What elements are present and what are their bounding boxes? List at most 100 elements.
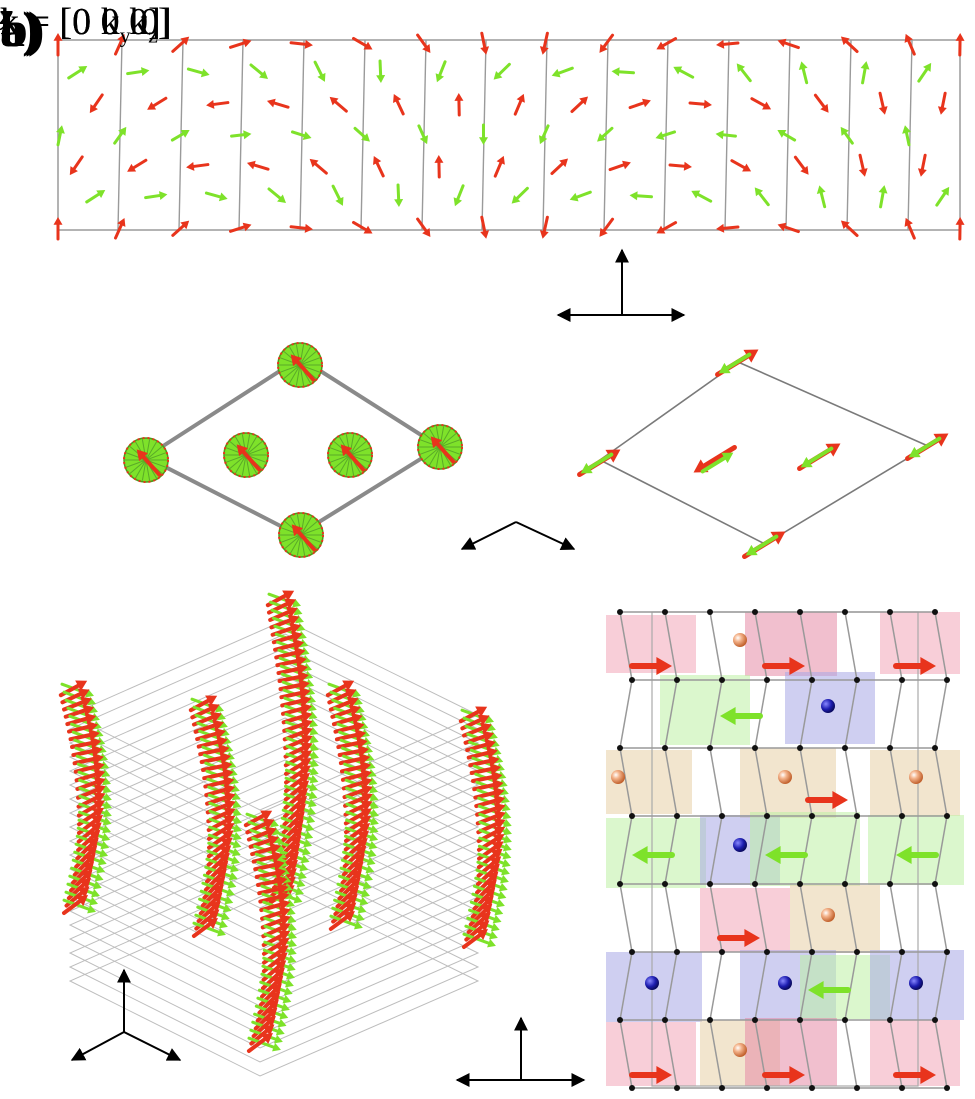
column-spin-red-head bbox=[205, 695, 218, 707]
spin-red-top bbox=[480, 31, 490, 55]
panel-a-cell-frame bbox=[57, 39, 961, 231]
column-spin-red-head bbox=[278, 914, 291, 926]
collinear-spin-green-shaft bbox=[804, 446, 834, 467]
spin-green-lower bbox=[331, 184, 344, 206]
spin-green-upper bbox=[798, 61, 809, 85]
spin-green-mid-head bbox=[56, 125, 65, 134]
spiral-spoke bbox=[439, 426, 445, 448]
orange-atom bbox=[733, 1043, 747, 1057]
oxygen-atom bbox=[629, 949, 635, 955]
axis-b-y: y bbox=[0, 0, 13, 31]
spiral-spoke bbox=[333, 454, 351, 469]
column-spin-green-head bbox=[102, 816, 112, 826]
column-spin-green-head bbox=[301, 846, 311, 856]
spin-green-upper bbox=[313, 60, 326, 82]
column-spin-green-head bbox=[286, 898, 295, 908]
spin-green-upper bbox=[493, 62, 511, 80]
bond bbox=[709, 679, 723, 749]
column-spin-red-head bbox=[360, 800, 373, 812]
spin-red-upper bbox=[206, 99, 230, 109]
spin-green-mid-head bbox=[715, 130, 724, 140]
column-spin-green-head bbox=[87, 904, 96, 914]
bond bbox=[619, 815, 633, 885]
oxygen-atom bbox=[752, 1017, 758, 1023]
spin-red-upper-head bbox=[703, 99, 712, 109]
spiral-spoke bbox=[245, 436, 257, 456]
bond bbox=[889, 951, 903, 1021]
spin-green-mid bbox=[777, 129, 797, 142]
spiral-disc-arrow-head bbox=[290, 354, 303, 367]
spin-red-upper bbox=[688, 99, 712, 109]
bond bbox=[889, 883, 903, 953]
bond bbox=[664, 815, 678, 885]
magnetic-moment-green bbox=[896, 846, 939, 864]
spin-red-upper bbox=[266, 98, 290, 109]
bond bbox=[619, 679, 633, 749]
column-spin-green-head bbox=[309, 726, 319, 736]
spin-red-lower bbox=[917, 153, 927, 177]
oxygen-atom bbox=[629, 813, 635, 819]
column-spin-green-head bbox=[299, 862, 309, 872]
column-spin-green-head bbox=[101, 832, 111, 842]
spin-green-mid bbox=[230, 130, 252, 140]
magnetic-moment-red bbox=[629, 1066, 672, 1084]
orange-atom bbox=[778, 770, 792, 784]
column-spin-green-head bbox=[275, 1026, 285, 1036]
collinear-spin-green-shaft bbox=[912, 436, 942, 457]
spin-red-lower-head bbox=[559, 158, 569, 168]
spin-green-lower-head bbox=[453, 197, 462, 207]
spiral-spoke bbox=[300, 527, 321, 536]
oxygen-atom bbox=[944, 1085, 950, 1091]
column-spin-green-head bbox=[300, 646, 310, 656]
bond bbox=[889, 815, 903, 885]
oxygen-atom bbox=[899, 949, 905, 955]
spin-green-lower bbox=[754, 187, 770, 207]
column-spin-green-head bbox=[304, 830, 314, 840]
column-spin-red-head bbox=[274, 960, 287, 972]
bond bbox=[934, 747, 948, 817]
column-spin-red-head bbox=[93, 784, 106, 796]
collinear-spin-green bbox=[745, 534, 779, 556]
spin-green-upper-head bbox=[860, 61, 870, 70]
magnetic-moment-red bbox=[893, 1066, 936, 1084]
spin-red-bottom-head bbox=[363, 225, 373, 234]
column-spin-green-head bbox=[307, 702, 317, 712]
column-spin-green-head bbox=[502, 818, 512, 828]
column-spin-green-head bbox=[501, 794, 510, 804]
spin-red-bottom bbox=[416, 217, 431, 237]
column-spin-green-head bbox=[367, 848, 377, 858]
oxygen-atom bbox=[854, 677, 860, 683]
spin-green-lower-head bbox=[569, 192, 579, 202]
spin-red-bottom-head bbox=[422, 227, 431, 237]
column-spin-red-head bbox=[344, 902, 357, 914]
bond bbox=[799, 679, 813, 749]
column-spin-green-head bbox=[103, 800, 112, 810]
spin-red-lower-head bbox=[127, 163, 137, 172]
column-spin-green-head bbox=[490, 922, 500, 932]
column-spin-red-head bbox=[262, 818, 275, 830]
column-spin-green-head bbox=[220, 911, 230, 921]
spin-green-mid-head bbox=[479, 137, 489, 145]
bond bbox=[799, 747, 813, 817]
column-spin-red-head bbox=[80, 696, 92, 708]
spiral-disc bbox=[277, 342, 323, 388]
3d-y-axis bbox=[123, 1031, 182, 1061]
column-spin-red-head bbox=[476, 929, 488, 941]
spin-red-top bbox=[955, 33, 965, 57]
column-spin-red-head bbox=[298, 773, 311, 785]
column-spin-red-head bbox=[300, 734, 313, 746]
column-spin-red-head bbox=[358, 823, 371, 835]
oxygen-atom bbox=[854, 1085, 860, 1091]
spin-red-upper-head bbox=[329, 96, 339, 106]
column-spin-red-head bbox=[475, 706, 488, 718]
column-spin-green-head bbox=[310, 742, 319, 752]
spin-red-bottom-head bbox=[242, 222, 252, 232]
orange-atom bbox=[909, 770, 923, 784]
column-spin-green-head bbox=[89, 704, 98, 714]
blue-atom bbox=[733, 838, 747, 852]
spin-green-mid bbox=[597, 126, 614, 142]
kvector-b-right: k = [0 0 0] bbox=[0, 1, 161, 43]
oxygen-atom bbox=[617, 1017, 623, 1023]
column-spin-red-head bbox=[221, 830, 234, 842]
